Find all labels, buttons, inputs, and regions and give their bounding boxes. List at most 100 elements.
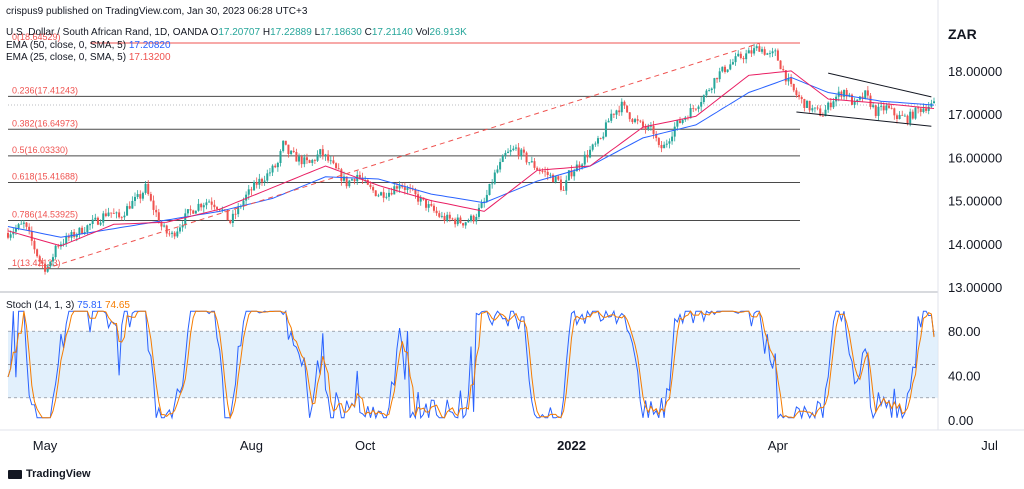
price-tick-label: 16.00000 <box>948 150 1002 165</box>
candle-body <box>96 217 99 225</box>
candle-body <box>255 182 258 185</box>
candle-body <box>298 156 301 162</box>
time-tick-label: Jul <box>981 438 998 453</box>
candle-body <box>242 200 245 207</box>
symbol-title: U.S. Dollar / South African Rand, 1D, OA… <box>6 27 208 38</box>
time-tick-label: Oct <box>355 438 376 453</box>
candle-body <box>250 189 253 191</box>
candle-body <box>274 165 277 168</box>
candle-body <box>205 202 208 206</box>
candle-body <box>488 183 491 195</box>
candle-body <box>784 70 787 82</box>
candle-body <box>520 149 523 156</box>
candle-body <box>128 206 131 209</box>
candle-body <box>557 176 560 180</box>
price-axis[interactable]: 13.00000 14.00000 15.00000 16.00000 17.00000… <box>948 64 1002 428</box>
ema25-legend[interactable]: EMA (25, close, 0, SMA, 5) 17.13200 <box>6 52 171 64</box>
candle-body <box>139 194 142 199</box>
candle-body <box>319 149 322 155</box>
fib-retracement[interactable]: 0(18.64529) 0.236(17.41243) 0.382(16.64973… <box>8 32 938 270</box>
stoch-legend[interactable]: Stoch (14, 1, 3) 75.81 74.65 <box>6 300 130 312</box>
candle-body <box>702 95 705 103</box>
candle-body <box>716 78 719 80</box>
candle-body <box>353 179 356 182</box>
close-value: 17.21140 <box>371 27 413 38</box>
candle-body <box>869 95 872 108</box>
candle-body <box>806 100 809 108</box>
candle-body <box>763 49 766 55</box>
candle-body <box>628 112 631 120</box>
candle-body <box>761 49 764 52</box>
candle-body <box>631 119 634 123</box>
candle-body <box>493 172 496 184</box>
time-axis[interactable]: MayAugOct2022AprJulSep2023 <box>33 438 1024 453</box>
candle-body <box>647 125 650 130</box>
candle-body <box>20 223 23 225</box>
stoch-label: Stoch (14, 1, 3) <box>6 300 75 311</box>
candle-body <box>419 197 422 202</box>
candle-body <box>126 206 129 216</box>
candle-body <box>668 141 671 144</box>
open-value: 17.20707 <box>218 27 261 38</box>
candle-body <box>321 149 324 157</box>
candle-body <box>750 50 753 54</box>
candle-body <box>596 138 599 144</box>
candle-body <box>835 96 838 102</box>
candle-body <box>906 115 909 124</box>
drawings[interactable] <box>44 42 932 270</box>
candle-body <box>118 212 121 218</box>
high-label: H <box>262 27 271 38</box>
candle-body <box>499 161 502 170</box>
symbol-legend[interactable]: U.S. Dollar / South African Rand, 1D, OA… <box>6 27 467 39</box>
candle-body <box>73 232 76 237</box>
tradingview-icon <box>8 469 22 479</box>
candle-body <box>451 218 454 220</box>
candle-body <box>745 53 748 60</box>
candle-body <box>51 257 54 262</box>
price-tick-label: 14.00000 <box>948 237 1002 252</box>
candle-body <box>440 215 443 217</box>
candle-body <box>604 122 607 137</box>
candle-body <box>448 214 451 219</box>
candle-body <box>454 219 457 225</box>
candle-body <box>459 217 462 224</box>
dashed-trendline <box>44 42 760 270</box>
candle-body <box>268 172 271 174</box>
candle-body <box>67 236 70 238</box>
candle-body <box>901 114 904 116</box>
candle-body <box>337 168 340 170</box>
stoch-d-line <box>7 310 935 420</box>
candle-body <box>168 233 171 235</box>
time-tick-label: May <box>33 438 58 453</box>
candle-body <box>850 94 853 105</box>
candle-body <box>120 217 123 219</box>
candle-body <box>477 207 480 217</box>
candle-body <box>141 192 144 199</box>
candle-body <box>467 220 470 223</box>
close-label: C <box>364 27 372 38</box>
candle-body <box>559 179 562 190</box>
candle-body <box>279 151 282 163</box>
fib-label: 0.618(15.41688) <box>12 172 78 182</box>
candle-body <box>276 162 279 168</box>
candle-body <box>287 144 290 155</box>
tradingview-logo[interactable]: TradingView <box>8 468 91 480</box>
candle-body <box>144 183 147 193</box>
candle-body <box>612 113 615 115</box>
candle-body <box>208 201 211 203</box>
candle-body <box>41 261 44 264</box>
candle-body <box>578 164 581 168</box>
candle-body <box>202 205 205 208</box>
candle-body <box>237 206 240 215</box>
candle-body <box>181 225 184 228</box>
ema50-legend[interactable]: EMA (50, close, 0, SMA, 5) 17.20820 <box>6 40 171 52</box>
candle-body <box>12 231 15 235</box>
candle-body <box>186 209 189 214</box>
candle-body <box>430 204 433 206</box>
candle-body <box>734 56 737 63</box>
candle-body <box>38 256 41 262</box>
candle-body <box>723 66 726 72</box>
stoch-k-value: 75.81 <box>77 300 103 311</box>
candle-body <box>925 108 928 111</box>
